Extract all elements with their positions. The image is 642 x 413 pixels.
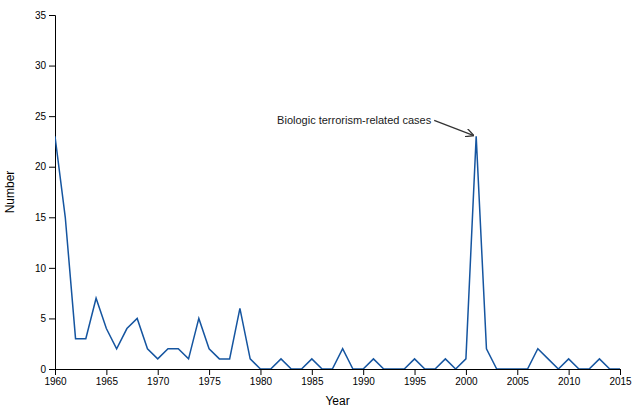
y-tick-mark: [49, 217, 55, 218]
x-tick-label: 2010: [558, 376, 581, 387]
x-tick-mark: [106, 369, 107, 375]
y-tick-label: 20: [35, 161, 47, 172]
x-tick-label: 2015: [609, 376, 632, 387]
y-axis-line: [49, 16, 56, 370]
x-tick-mark: [466, 369, 467, 375]
y-tick-label: 0: [40, 364, 46, 375]
x-tick-label: 1990: [353, 376, 376, 387]
chart: 1960196519701975198019851990199520002005…: [0, 0, 642, 413]
y-tick: 10: [35, 263, 55, 274]
x-tick-mark: [517, 369, 518, 375]
y-tick-label: 10: [35, 263, 47, 274]
y-axis-title: Number: [3, 171, 17, 214]
x-tick: 2005: [507, 369, 530, 387]
x-tick: 1975: [198, 369, 221, 387]
y-tick-label: 25: [35, 111, 47, 122]
y-tick: 25: [35, 111, 55, 122]
x-tick-mark: [312, 369, 313, 375]
x-tick-label: 1985: [301, 376, 324, 387]
y-tick: 15: [35, 212, 55, 223]
y-tick-mark: [49, 167, 55, 168]
x-axis-title: Year: [325, 394, 349, 408]
y-tick: 30: [35, 60, 55, 71]
x-tick-label: 1980: [250, 376, 273, 387]
y-tick-label: 35: [35, 10, 47, 21]
plot: 1960196519701975198019851990199520002005…: [35, 10, 632, 387]
x-tick: 1985: [301, 369, 324, 387]
x-tick: 1970: [147, 369, 170, 387]
x-tick: 1980: [250, 369, 273, 387]
y-tick-mark: [49, 116, 55, 117]
x-tick-mark: [415, 369, 416, 375]
y-tick-label: 5: [40, 313, 46, 324]
x-axis-line: [56, 370, 621, 376]
x-tick: 2000: [455, 369, 478, 387]
x-tick: 2010: [558, 369, 581, 387]
x-tick: 1990: [353, 369, 376, 387]
x-tick-label: 2000: [455, 376, 478, 387]
y-tick: 20: [35, 161, 55, 172]
annotation-text: Biologic terrorism-related cases: [277, 114, 432, 126]
y-tick-mark: [49, 66, 55, 67]
x-tick: 1995: [404, 369, 427, 387]
x-tick-mark: [569, 369, 570, 375]
x-tick-mark: [158, 369, 159, 375]
x-tick: 1965: [96, 369, 119, 387]
annotation-arrow: [434, 120, 473, 135]
y-tick: 35: [35, 10, 55, 21]
y-tick-mark: [49, 15, 55, 16]
x-tick: 2015: [609, 369, 632, 387]
y-tick-label: 30: [35, 60, 47, 71]
y-tick: 0: [40, 364, 55, 375]
x-tick-label: 1995: [404, 376, 427, 387]
y-tick-mark: [49, 369, 55, 370]
x-tick-label: 1960: [44, 376, 67, 387]
x-tick-label: 1965: [96, 376, 119, 387]
x-tick-mark: [260, 369, 261, 375]
x-axis: 1960 1965 1970 1975 1980 1985 1990 1995 2000 2005…: [44, 369, 632, 387]
x-tick-mark: [620, 369, 621, 375]
y-axis: 0 5 10 15 20 25 30 35: [35, 10, 56, 375]
y-tick-mark: [49, 318, 55, 319]
y-tick: 5: [40, 313, 55, 324]
y-tick-label: 15: [35, 212, 47, 223]
x-tick-label: 2005: [507, 376, 530, 387]
x-tick-label: 1970: [147, 376, 170, 387]
x-tick: 1960: [44, 369, 67, 387]
data-line: [55, 136, 620, 369]
marks: [55, 136, 620, 369]
x-tick-label: 1975: [198, 376, 221, 387]
x-tick-mark: [209, 369, 210, 375]
y-tick-mark: [49, 268, 55, 269]
x-tick-mark: [363, 369, 364, 375]
